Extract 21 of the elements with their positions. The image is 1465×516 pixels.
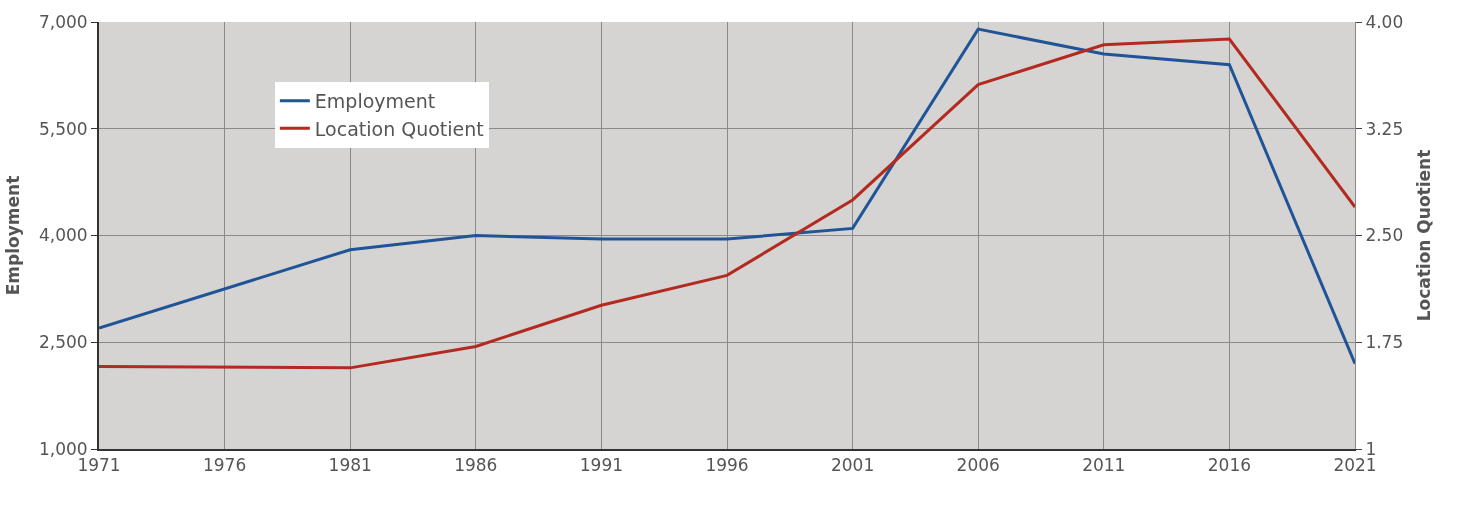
x-tick-label: 2001 (830, 455, 875, 476)
y-tick-label: 7,000 (38, 11, 88, 32)
x-tick-label: 2006 (956, 455, 1000, 476)
x-tick-label: 1996 (705, 455, 749, 476)
legend-label: Location Quotient (314, 117, 484, 140)
x-tick-label: 1991 (579, 455, 624, 476)
x-tick-label: 2011 (1082, 455, 1126, 476)
x-tick-label: 1986 (454, 455, 498, 476)
x-tick-label: 1976 (202, 455, 247, 476)
y-tick-label: 4,000 (38, 225, 88, 246)
y2-axis-title: Location Quotient (1413, 149, 1434, 322)
y2-tick-label: 4.00 (1365, 11, 1404, 32)
y-tick-label: 2,500 (38, 332, 88, 353)
y2-tick-label: 3.25 (1365, 118, 1404, 139)
x-tick-label: 1981 (328, 455, 372, 476)
y2-tick-label: 1.75 (1365, 332, 1404, 353)
x-tick-label: 2016 (1207, 455, 1252, 476)
y-axis-title: Employment (2, 175, 23, 296)
y-tick-label: 5,500 (38, 118, 88, 139)
legend-label: Employment (314, 90, 436, 113)
y2-tick-label: 2.50 (1365, 225, 1404, 246)
